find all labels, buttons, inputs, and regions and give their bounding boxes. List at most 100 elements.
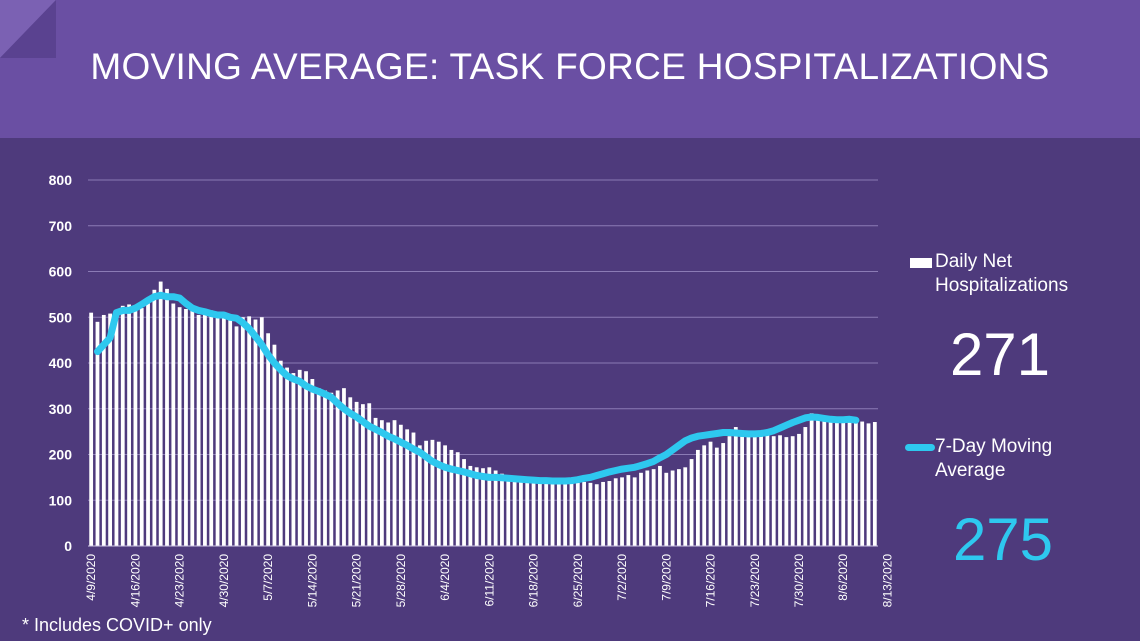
daily-bar (285, 367, 289, 546)
daily-bar (809, 413, 814, 546)
y-tick-label: 200 (49, 447, 73, 463)
daily-bar (436, 441, 441, 546)
daily-bar (784, 437, 789, 546)
daily-bar (367, 403, 372, 546)
daily-bar (379, 420, 384, 546)
daily-bar (215, 311, 220, 546)
daily-bar (670, 470, 675, 546)
daily-bar (847, 418, 852, 546)
daily-bar (651, 469, 656, 546)
x-tick-label: 6/25/2020 (571, 554, 585, 608)
x-tick-label: 6/11/2020 (482, 554, 496, 607)
daily-bar (335, 390, 340, 546)
daily-bar (266, 333, 271, 546)
daily-bar (361, 404, 365, 546)
daily-bar (101, 314, 106, 546)
daily-bar (556, 482, 561, 546)
daily-bar (594, 484, 599, 546)
daily-bar (386, 422, 391, 546)
x-tick-label: 7/23/2020 (748, 554, 762, 608)
daily-bar (234, 326, 239, 546)
x-tick-label: 7/2/2020 (615, 554, 629, 601)
daily-bar (417, 445, 422, 546)
daily-bar (354, 401, 359, 546)
y-tick-label: 500 (49, 309, 73, 325)
footnote: * Includes COVID+ only (22, 615, 212, 635)
daily-bar (550, 481, 555, 546)
daily-bar (127, 304, 131, 546)
daily-bar (348, 397, 353, 546)
daily-bar (588, 482, 593, 546)
daily-bar (405, 429, 410, 546)
daily-bar (411, 432, 416, 546)
daily-bar (816, 415, 820, 546)
x-tick-label: 5/28/2020 (394, 554, 408, 608)
moving-average-value: 275 (952, 506, 1054, 573)
daily-bar (272, 344, 277, 546)
daily-bar (702, 445, 707, 546)
daily-bar (569, 482, 574, 546)
daily-bar (695, 449, 700, 546)
x-tick-label: 8/6/2020 (836, 554, 850, 601)
daily-bar (120, 305, 125, 546)
y-tick-label: 100 (49, 492, 73, 508)
daily-bar (872, 422, 877, 546)
legend-bar-swatch (910, 258, 932, 268)
daily-bar (563, 481, 568, 546)
daily-bar (714, 447, 719, 546)
daily-bar (158, 281, 163, 546)
daily-bar (278, 360, 283, 546)
daily-bar (626, 475, 631, 546)
daily-bar (759, 431, 763, 546)
folded-corner-decoration (0, 0, 56, 58)
daily-bar (512, 478, 517, 546)
daily-bar (114, 312, 119, 546)
daily-bar (481, 468, 485, 546)
daily-bar (373, 417, 378, 546)
x-tick-label: 5/21/2020 (350, 554, 364, 608)
x-tick-label: 4/30/2020 (217, 554, 231, 608)
daily-bar (658, 465, 662, 546)
daily-bar (177, 307, 182, 546)
daily-bar (291, 373, 296, 546)
daily-bar (493, 470, 498, 546)
daily-bar (771, 436, 776, 546)
title-banner: MOVING AVERAGE: TASK FORCE HOSPITALIZATI… (0, 0, 1140, 138)
daily-bar (443, 445, 447, 546)
daily-bar (310, 379, 315, 546)
daily-bar (835, 422, 839, 546)
daily-bar (165, 288, 169, 546)
daily-bar (95, 321, 100, 546)
daily-bar (575, 482, 580, 546)
daily-bar (253, 319, 258, 546)
daily-bar (392, 420, 397, 546)
daily-bar (323, 390, 327, 546)
daily-bar (765, 433, 770, 546)
daily-bar (139, 308, 144, 546)
daily-bar (89, 312, 94, 546)
daily-bar (196, 314, 201, 546)
daily-bar (582, 481, 587, 546)
daily-bar (677, 469, 681, 546)
x-tick-label: 5/14/2020 (305, 554, 319, 608)
daily-bar (544, 481, 549, 546)
daily-bar (152, 289, 157, 546)
y-tick-label: 400 (49, 355, 73, 371)
daily-bar (449, 449, 454, 546)
x-tick-label: 6/18/2020 (527, 554, 541, 608)
daily-bar (733, 427, 738, 546)
y-tick-label: 600 (49, 264, 73, 280)
x-tick-label: 7/30/2020 (792, 554, 806, 608)
daily-bar (329, 392, 334, 546)
x-tick-label: 7/9/2020 (659, 554, 673, 601)
daily-bar (221, 312, 226, 546)
y-tick-label: 700 (49, 218, 73, 234)
daily-bar (209, 310, 214, 546)
daily-bar (455, 452, 460, 546)
x-tick-label: 4/23/2020 (173, 554, 187, 608)
daily-bar (822, 415, 827, 546)
daily-bar (803, 427, 808, 546)
daily-bar (240, 317, 245, 546)
daily-bar (297, 369, 302, 546)
daily-bar (190, 310, 195, 546)
